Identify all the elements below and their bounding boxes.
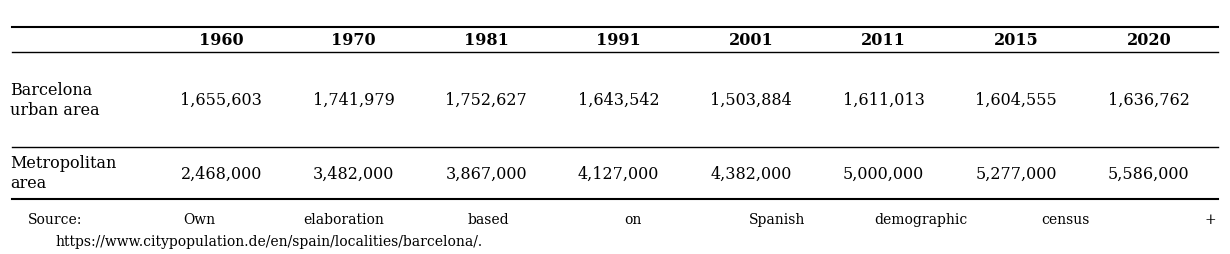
Text: 5,586,000: 5,586,000 <box>1108 165 1189 182</box>
Text: 1,636,762: 1,636,762 <box>1108 92 1189 108</box>
Text: 2015: 2015 <box>994 32 1038 49</box>
Text: census: census <box>1042 212 1090 226</box>
Text: 2020: 2020 <box>1127 32 1171 49</box>
Text: Source:: Source: <box>28 212 82 226</box>
Text: based: based <box>467 212 509 226</box>
Text: 3,482,000: 3,482,000 <box>314 165 395 182</box>
Text: area: area <box>10 175 47 192</box>
Text: 2,468,000: 2,468,000 <box>181 165 262 182</box>
Text: +: + <box>1204 212 1215 226</box>
Text: 5,000,000: 5,000,000 <box>843 165 925 182</box>
Text: on: on <box>624 212 641 226</box>
Text: Metropolitan: Metropolitan <box>10 155 117 172</box>
Text: Barcelona: Barcelona <box>10 82 92 99</box>
Text: 1,741,979: 1,741,979 <box>312 92 395 108</box>
Text: 1960: 1960 <box>199 32 244 49</box>
Text: 1,752,627: 1,752,627 <box>445 92 528 108</box>
Text: 1,604,555: 1,604,555 <box>975 92 1057 108</box>
Text: 1970: 1970 <box>331 32 376 49</box>
Text: https://www.citypopulation.de/en/spain/localities/barcelona/.: https://www.citypopulation.de/en/spain/l… <box>55 234 482 248</box>
Text: Own: Own <box>183 212 215 226</box>
Text: 2011: 2011 <box>861 32 907 49</box>
Text: 1981: 1981 <box>464 32 509 49</box>
Text: 3,867,000: 3,867,000 <box>445 165 528 182</box>
Text: 1991: 1991 <box>597 32 641 49</box>
Text: Spanish: Spanish <box>749 212 806 226</box>
Text: 1,643,542: 1,643,542 <box>578 92 659 108</box>
Text: 5,277,000: 5,277,000 <box>975 165 1057 182</box>
Text: urban area: urban area <box>10 102 100 119</box>
Text: 1,503,884: 1,503,884 <box>711 92 792 108</box>
Text: 4,127,000: 4,127,000 <box>578 165 659 182</box>
Text: 2001: 2001 <box>729 32 774 49</box>
Text: 4,382,000: 4,382,000 <box>711 165 792 182</box>
Text: demographic: demographic <box>875 212 968 226</box>
Text: 1,655,603: 1,655,603 <box>181 92 262 108</box>
Text: elaboration: elaboration <box>304 212 384 226</box>
Text: 1,611,013: 1,611,013 <box>843 92 925 108</box>
